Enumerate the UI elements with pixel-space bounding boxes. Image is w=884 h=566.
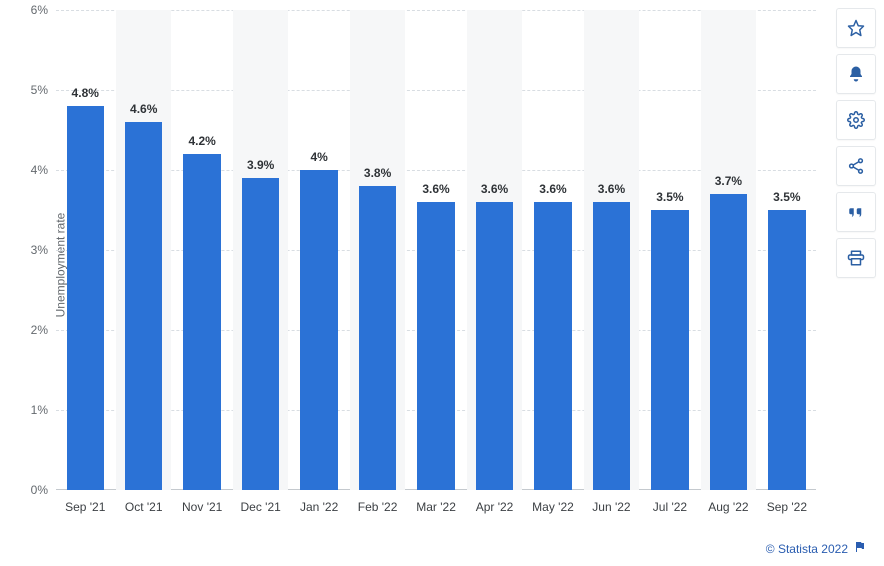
bar[interactable] [359, 186, 396, 490]
x-tick-label: May '22 [532, 500, 574, 514]
bar-slot: 3.9%Dec '21 [231, 10, 289, 490]
bar-slot: 4.8%Sep '21 [56, 10, 114, 490]
bar-slot: 3.5%Sep '22 [758, 10, 816, 490]
x-tick-label: Oct '21 [125, 500, 163, 514]
bar-slot: 4%Jan '22 [290, 10, 348, 490]
favorite-button[interactable] [836, 8, 876, 48]
print-icon [847, 249, 865, 267]
bar-slot: 3.6%Mar '22 [407, 10, 465, 490]
bar-slot: 3.6%Apr '22 [465, 10, 523, 490]
data-label: 3.6% [598, 182, 625, 196]
plot-area: 0%1%2%3%4%5%6%4.8%Sep '214.6%Oct '214.2%… [56, 10, 816, 490]
bell-icon [847, 65, 865, 83]
data-label: 3.6% [422, 182, 449, 196]
x-tick-label: Aug '22 [708, 500, 748, 514]
notify-button[interactable] [836, 54, 876, 94]
bar[interactable] [300, 170, 337, 490]
y-tick-label: 5% [31, 83, 48, 97]
bar[interactable] [651, 210, 688, 490]
data-label: 3.5% [656, 190, 683, 204]
x-tick-label: Mar '22 [416, 500, 456, 514]
share-icon [847, 157, 865, 175]
x-tick-label: Jun '22 [592, 500, 630, 514]
share-button[interactable] [836, 146, 876, 186]
bar[interactable] [593, 202, 630, 490]
bar-slot: 3.5%Jul '22 [641, 10, 699, 490]
bar[interactable] [183, 154, 220, 490]
chart-toolbar [836, 8, 876, 278]
bar-slot: 4.2%Nov '21 [173, 10, 231, 490]
data-label: 4.8% [72, 86, 99, 100]
x-tick-label: Sep '21 [65, 500, 105, 514]
bar[interactable] [768, 210, 805, 490]
data-label: 3.8% [364, 166, 391, 180]
x-tick-label: Sep '22 [767, 500, 807, 514]
star-icon [847, 19, 865, 37]
attribution-link[interactable]: © Statista 2022 [766, 542, 848, 556]
chart-region: Unemployment rate 0%1%2%3%4%5%6%4.8%Sep … [0, 0, 830, 530]
bar-slot: 3.7%Aug '22 [699, 10, 757, 490]
flag-icon[interactable] [854, 541, 866, 556]
bar-slot: 4.6%Oct '21 [114, 10, 172, 490]
y-tick-label: 4% [31, 163, 48, 177]
x-tick-label: Nov '21 [182, 500, 222, 514]
print-button[interactable] [836, 238, 876, 278]
x-tick-label: Feb '22 [358, 500, 398, 514]
x-tick-label: Apr '22 [476, 500, 514, 514]
bar[interactable] [534, 202, 571, 490]
quote-icon [847, 203, 865, 221]
bar[interactable] [67, 106, 104, 490]
bar-slot: 3.8%Feb '22 [348, 10, 406, 490]
x-tick-label: Dec '21 [240, 500, 280, 514]
bar[interactable] [476, 202, 513, 490]
bar[interactable] [125, 122, 162, 490]
settings-button[interactable] [836, 100, 876, 140]
y-tick-label: 1% [31, 403, 48, 417]
bar-slot: 3.6%May '22 [524, 10, 582, 490]
gear-icon [847, 111, 865, 129]
data-label: 4.6% [130, 102, 157, 116]
bar[interactable] [417, 202, 454, 490]
data-label: 3.9% [247, 158, 274, 172]
cite-button[interactable] [836, 192, 876, 232]
y-tick-label: 6% [31, 3, 48, 17]
data-label: 4% [310, 150, 327, 164]
bar[interactable] [242, 178, 279, 490]
y-tick-label: 3% [31, 243, 48, 257]
y-tick-label: 2% [31, 323, 48, 337]
attribution: © Statista 2022 [766, 541, 866, 556]
bar[interactable] [710, 194, 747, 490]
data-label: 3.7% [715, 174, 742, 188]
y-tick-label: 0% [31, 483, 48, 497]
x-tick-label: Jan '22 [300, 500, 338, 514]
data-label: 3.5% [773, 190, 800, 204]
bar-slot: 3.6%Jun '22 [582, 10, 640, 490]
bars-wrap: 4.8%Sep '214.6%Oct '214.2%Nov '213.9%Dec… [56, 10, 816, 490]
data-label: 3.6% [539, 182, 566, 196]
x-tick-label: Jul '22 [653, 500, 687, 514]
data-label: 3.6% [481, 182, 508, 196]
data-label: 4.2% [188, 134, 215, 148]
